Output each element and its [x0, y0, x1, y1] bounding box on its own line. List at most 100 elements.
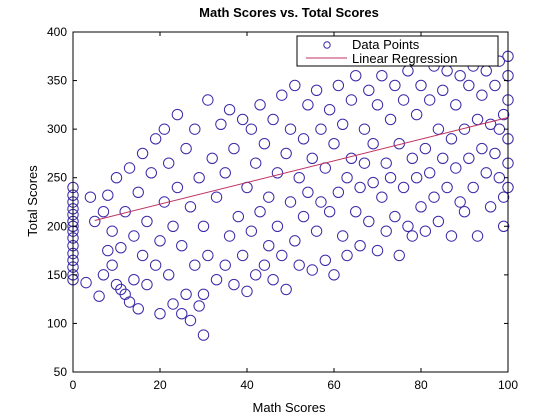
y-tick-label: 300	[47, 122, 67, 136]
data-point	[180, 142, 192, 155]
data-point	[197, 288, 210, 300]
data-point	[193, 300, 205, 312]
data-point	[128, 230, 140, 242]
data-point	[163, 157, 175, 169]
data-point	[158, 123, 171, 135]
data-point	[167, 298, 179, 310]
data-point	[215, 118, 227, 130]
data-point	[358, 123, 371, 135]
data-point	[206, 152, 218, 164]
data-point	[489, 79, 501, 92]
data-point	[241, 285, 253, 298]
data-point	[228, 278, 240, 291]
x-tick-label: 100	[498, 378, 518, 392]
data-point	[141, 215, 153, 228]
data-point	[258, 259, 271, 271]
x-axis-label: Math Scores	[253, 400, 326, 415]
data-point	[428, 191, 440, 203]
data-point	[250, 269, 262, 281]
data-point	[219, 259, 231, 271]
y-tick-label: 350	[47, 74, 67, 88]
data-point	[310, 225, 323, 237]
data-point	[171, 108, 184, 121]
data-point	[350, 206, 362, 218]
y-tick-label: 400	[47, 25, 67, 39]
data-point	[280, 147, 292, 160]
legend-box	[296, 35, 499, 67]
x-tick-label: 0	[70, 378, 77, 392]
data-point	[397, 181, 410, 194]
data-point	[337, 230, 349, 242]
data-point	[358, 157, 371, 169]
data-point	[332, 186, 345, 198]
data-point	[363, 215, 375, 228]
data-point	[341, 249, 353, 262]
data-point	[389, 210, 401, 223]
data-point	[367, 176, 379, 189]
data-point	[202, 249, 214, 262]
data-point	[380, 225, 392, 237]
data-point	[123, 162, 136, 174]
data-point	[189, 123, 201, 135]
data-point	[167, 220, 179, 232]
y-tick-label: 100	[47, 316, 67, 330]
data-point	[302, 99, 314, 111]
data-point	[245, 225, 258, 237]
data-point	[115, 241, 127, 254]
data-point	[154, 235, 166, 247]
data-point	[284, 123, 297, 135]
data-point	[236, 249, 249, 262]
data-point	[189, 259, 201, 271]
data-point	[476, 142, 488, 155]
data-point	[332, 79, 345, 92]
data-point	[97, 206, 110, 218]
data-point	[441, 181, 453, 194]
data-point	[463, 152, 475, 164]
data-point	[289, 235, 301, 247]
data-point	[489, 147, 501, 160]
data-point	[197, 220, 210, 232]
data-point	[271, 167, 284, 179]
data-point	[484, 118, 497, 130]
data-point	[141, 278, 153, 291]
data-point	[497, 191, 510, 203]
data-point	[263, 240, 275, 252]
data-point	[415, 79, 427, 92]
regression-line	[94, 117, 509, 221]
data-point	[106, 225, 118, 237]
data-point	[306, 264, 318, 276]
axes: 0 20 40 60 80 100 50 100 150 200 250 300 350 400	[47, 25, 518, 392]
data-point	[145, 167, 158, 179]
data-point	[276, 249, 288, 262]
data-point	[171, 181, 184, 194]
data-point	[380, 157, 392, 169]
data-point	[106, 259, 118, 271]
data-point	[424, 167, 436, 179]
data-point	[184, 314, 197, 327]
data-point	[123, 296, 136, 308]
data-point	[345, 94, 358, 106]
data-point	[406, 152, 418, 164]
data-point	[437, 84, 449, 96]
data-point	[337, 118, 349, 130]
data-point	[110, 172, 123, 184]
data-point	[328, 138, 340, 150]
data-point	[450, 162, 462, 174]
data-point	[223, 230, 236, 242]
data-point	[263, 191, 275, 203]
axes-frame	[72, 31, 509, 373]
data-point	[402, 220, 414, 232]
data-point	[454, 70, 466, 82]
y-tick-label: 50	[54, 365, 68, 379]
y-axis-label: Total Scores	[25, 165, 40, 237]
data-point	[463, 79, 475, 92]
data-point	[128, 274, 140, 286]
data-point	[97, 269, 110, 281]
data-point	[254, 99, 266, 111]
data-point	[354, 240, 366, 252]
data-point	[197, 329, 210, 341]
data-point	[136, 147, 149, 160]
y-tick-label: 250	[47, 171, 67, 185]
data-point	[323, 206, 336, 218]
